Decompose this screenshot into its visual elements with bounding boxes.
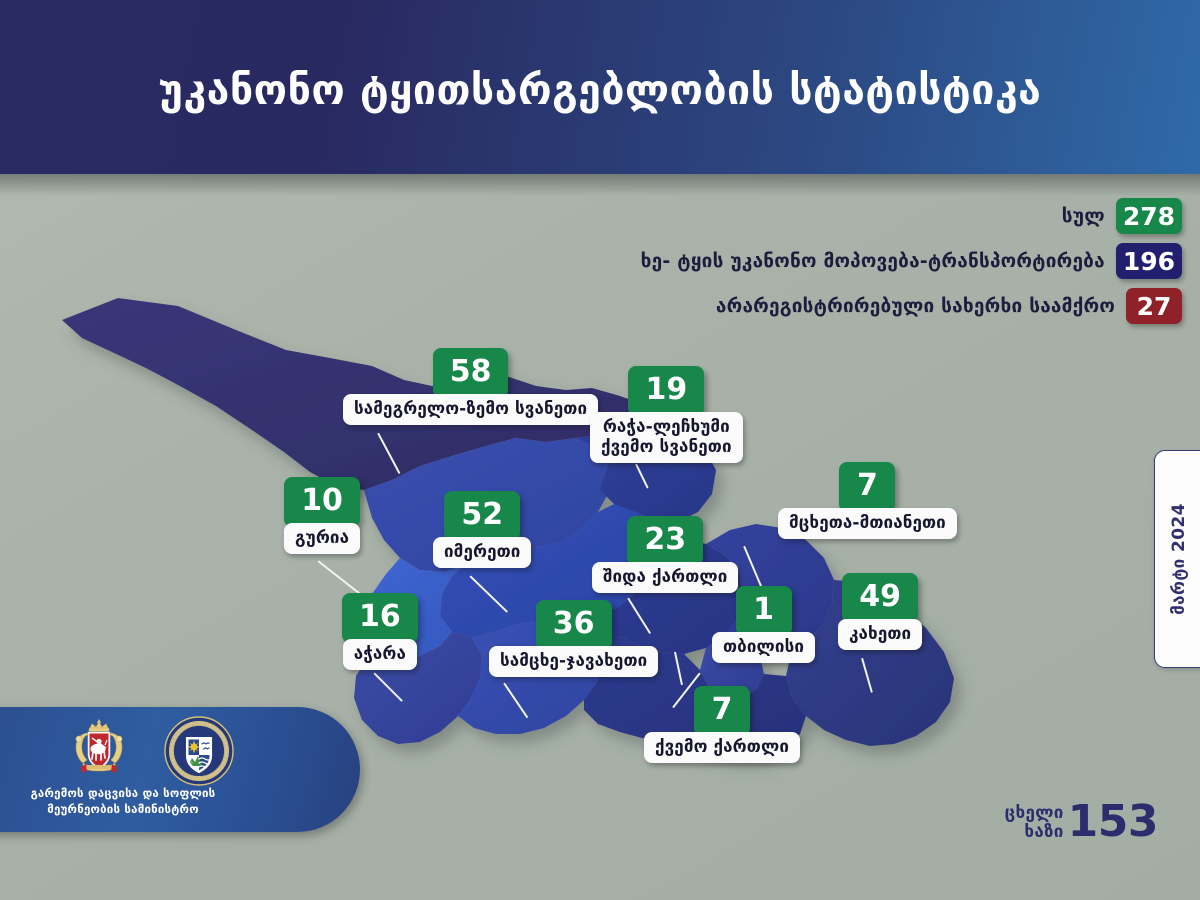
ministry-emblems	[70, 716, 234, 786]
legend: სულ 278 ხე- ტყის უკანონო მოპოვება-ტრანსპ…	[641, 198, 1182, 324]
legend-row-total: სულ 278	[1062, 198, 1182, 234]
date-panel: მარტი 2024	[1154, 450, 1200, 668]
marker-label: გურია	[284, 523, 361, 555]
hotline-word-2: ხაზი	[1024, 821, 1064, 842]
marker-label: სამცხე-ჯავახეთი	[489, 646, 659, 678]
map-marker-samtskhe-javakheti[interactable]: 36 სამცხე-ჯავახეთი	[489, 600, 659, 678]
legend-label: სულ	[1061, 205, 1105, 227]
hotline-number: 153	[1067, 796, 1159, 848]
map-marker-shida-kartli[interactable]: 23 შიდა ქართლი	[592, 516, 739, 594]
header-banner: უკანონო ტყითსარგებლობის სტატისტიკა	[0, 0, 1200, 196]
marker-value: 52	[444, 491, 521, 541]
legend-label: ხე- ტყის უკანონო მოპოვება-ტრანსპორტირება	[640, 250, 1105, 272]
marker-value: 23	[627, 516, 704, 566]
status-badge-sawmill: 27	[1126, 288, 1182, 324]
ministry-seal-icon	[164, 716, 234, 786]
hotline-words: ცხელი ხაზი	[1005, 804, 1064, 841]
marker-value: 19	[628, 366, 705, 416]
legend-row-sawmill: არარეგისტრირებული სახერხი საამქრო 27	[716, 288, 1182, 324]
map-marker-guria[interactable]: 10 გურია	[284, 477, 361, 555]
marker-value: 16	[342, 593, 418, 643]
marker-label: აჭარა	[342, 639, 418, 671]
marker-value: 7	[694, 686, 750, 736]
marker-value: 7	[839, 462, 896, 512]
marker-label: სამეგრელო-ზემო სვანეთი	[343, 394, 599, 426]
map-marker-adjara[interactable]: 16 აჭარა	[342, 593, 418, 671]
marker-label: თბილისი	[712, 632, 816, 664]
ministry-branding-panel: გარემოს დაცვისა და სოფლის მეურნეობის სამ…	[0, 707, 360, 832]
marker-label: რაჭა-ლეჩხუმი ქვემო სვანეთი	[590, 412, 743, 464]
map-marker-tbilisi[interactable]: 1 თბილისი	[712, 586, 816, 664]
map-marker-racha-lechkhumi[interactable]: 19 რაჭა-ლეჩხუმი ქვემო სვანეთი	[590, 366, 743, 464]
page-title: უკანონო ტყითსარგებლობის სტატისტიკა	[158, 66, 1042, 114]
hotline-block: ცხელი ხაზი 153	[1005, 796, 1159, 848]
marker-label: იმერეთი	[433, 537, 532, 569]
marker-label: კახეთი	[838, 619, 923, 651]
map-marker-mtskheta-mtianeti[interactable]: 7 მცხეთა-მთიანეთი	[778, 462, 957, 540]
map-marker-samegrelo-zemo-svaneti[interactable]: 58 სამეგრელო-ზემო სვანეთი	[343, 348, 599, 426]
map-marker-imereti[interactable]: 52 იმერეთი	[433, 491, 532, 569]
marker-value: 10	[284, 477, 360, 527]
hotline-word-1: ცხელი	[1004, 803, 1064, 824]
marker-label: მცხეთა-მთიანეთი	[778, 508, 957, 540]
status-badge-logging: 196	[1115, 243, 1182, 279]
ministry-name: გარემოს დაცვისა და სოფლის მეურნეობის სამ…	[30, 786, 216, 817]
legend-label: არარეგისტრირებული სახერხი საამქრო	[715, 295, 1115, 317]
map-marker-kakheti[interactable]: 49 კახეთი	[838, 573, 923, 651]
legend-row-logging: ხე- ტყის უკანონო მოპოვება-ტრანსპორტირება…	[641, 243, 1182, 279]
marker-label: შიდა ქართლი	[592, 562, 739, 594]
marker-value: 58	[432, 348, 509, 398]
status-badge-total: 278	[1115, 198, 1182, 234]
marker-value: 36	[535, 600, 612, 650]
marker-value: 49	[842, 573, 918, 623]
map-marker-kvemo-kartli[interactable]: 7 ქვემო ქართლი	[644, 686, 800, 764]
georgia-coat-of-arms-icon	[75, 719, 123, 773]
marker-value: 1	[735, 586, 792, 636]
date-label: მარტი 2024	[1169, 503, 1190, 615]
marker-label: ქვემო ქართლი	[644, 732, 800, 764]
